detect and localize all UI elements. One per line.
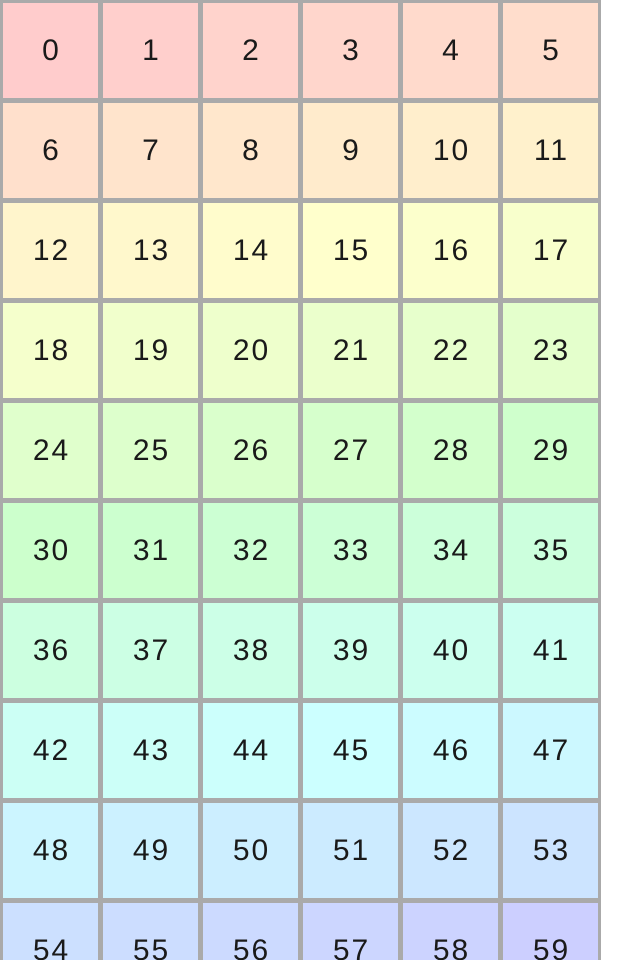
grid-cell: 10 bbox=[403, 103, 498, 198]
grid-cell: 34 bbox=[403, 503, 498, 598]
grid-cell: 39 bbox=[303, 603, 398, 698]
grid-cell: 21 bbox=[303, 303, 398, 398]
grid-cell: 41 bbox=[503, 603, 598, 698]
grid-cell: 37 bbox=[103, 603, 198, 698]
grid-cell: 28 bbox=[403, 403, 498, 498]
grid-cell: 59 bbox=[503, 903, 598, 960]
grid-cell: 51 bbox=[303, 803, 398, 898]
grid-cell: 32 bbox=[203, 503, 298, 598]
grid-cell: 22 bbox=[403, 303, 498, 398]
grid-cell: 58 bbox=[403, 903, 498, 960]
grid-cell: 18 bbox=[3, 303, 98, 398]
grid-cell: 56 bbox=[203, 903, 298, 960]
grid-cell: 27 bbox=[303, 403, 398, 498]
grid-cell: 36 bbox=[3, 603, 98, 698]
grid-cell: 38 bbox=[203, 603, 298, 698]
grid-cell: 8 bbox=[203, 103, 298, 198]
grid-cell: 5 bbox=[503, 3, 598, 98]
grid-cell: 43 bbox=[103, 703, 198, 798]
grid-cell: 50 bbox=[203, 803, 298, 898]
grid-cell: 45 bbox=[303, 703, 398, 798]
grid-cell: 25 bbox=[103, 403, 198, 498]
grid-cell: 54 bbox=[3, 903, 98, 960]
grid-cell: 57 bbox=[303, 903, 398, 960]
grid-cell: 12 bbox=[3, 203, 98, 298]
grid-cell: 49 bbox=[103, 803, 198, 898]
grid-cell: 33 bbox=[303, 503, 398, 598]
grid-cell: 55 bbox=[103, 903, 198, 960]
grid-cell: 20 bbox=[203, 303, 298, 398]
grid-cell: 7 bbox=[103, 103, 198, 198]
grid-cell: 53 bbox=[503, 803, 598, 898]
grid-cell: 30 bbox=[3, 503, 98, 598]
grid-cell: 23 bbox=[503, 303, 598, 398]
grid-cell: 46 bbox=[403, 703, 498, 798]
grid-cell: 19 bbox=[103, 303, 198, 398]
grid-cell: 26 bbox=[203, 403, 298, 498]
grid-cell: 17 bbox=[503, 203, 598, 298]
grid-cell: 52 bbox=[403, 803, 498, 898]
grid-cell: 0 bbox=[3, 3, 98, 98]
grid-cell: 31 bbox=[103, 503, 198, 598]
grid-cell: 29 bbox=[503, 403, 598, 498]
grid-cell: 48 bbox=[3, 803, 98, 898]
grid-cell: 13 bbox=[103, 203, 198, 298]
grid-cell: 42 bbox=[3, 703, 98, 798]
grid-cell: 16 bbox=[403, 203, 498, 298]
grid-cell: 3 bbox=[303, 3, 398, 98]
grid-cell: 24 bbox=[3, 403, 98, 498]
grid-cell: 47 bbox=[503, 703, 598, 798]
grid-cell: 2 bbox=[203, 3, 298, 98]
grid-cell: 9 bbox=[303, 103, 398, 198]
grid-cell: 4 bbox=[403, 3, 498, 98]
grid-cell: 35 bbox=[503, 503, 598, 598]
grid-cell: 1 bbox=[103, 3, 198, 98]
grid-cell: 15 bbox=[303, 203, 398, 298]
grid-cell: 44 bbox=[203, 703, 298, 798]
grid-cell: 11 bbox=[503, 103, 598, 198]
number-color-grid: 0 1 2 3 4 5 6 7 8 9 10 11 12 13 14 15 16 17 18 19 20 21 22 23 24… bbox=[0, 0, 601, 960]
grid-cell: 40 bbox=[403, 603, 498, 698]
grid-cell: 14 bbox=[203, 203, 298, 298]
grid-cell: 6 bbox=[3, 103, 98, 198]
